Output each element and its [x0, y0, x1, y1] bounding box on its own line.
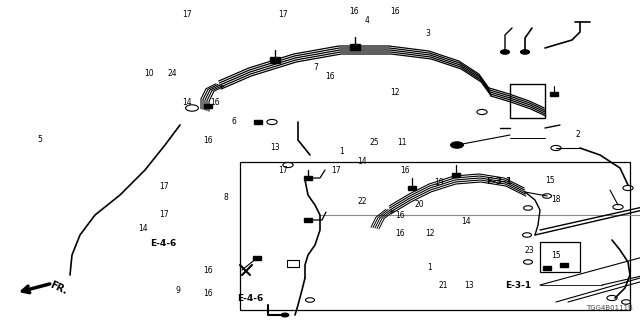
- Text: 25: 25: [369, 138, 379, 147]
- Text: 7: 7: [314, 63, 319, 72]
- Polygon shape: [204, 104, 212, 108]
- Text: 16: 16: [400, 166, 410, 175]
- Polygon shape: [559, 263, 568, 267]
- Polygon shape: [350, 44, 360, 50]
- Text: 16: 16: [390, 7, 400, 16]
- Text: 5: 5: [37, 135, 42, 144]
- Text: 12: 12: [390, 88, 400, 97]
- Text: 13: 13: [270, 143, 280, 152]
- Text: 3: 3: [426, 29, 431, 38]
- Text: 16: 16: [204, 289, 213, 298]
- Text: 16: 16: [210, 98, 220, 107]
- Polygon shape: [303, 218, 312, 222]
- Text: 8: 8: [224, 193, 228, 202]
- Text: 20: 20: [415, 200, 424, 209]
- Text: 15: 15: [545, 176, 555, 185]
- Text: 17: 17: [278, 10, 288, 19]
- Text: 12: 12: [426, 229, 435, 238]
- Bar: [287, 260, 298, 267]
- Text: 17: 17: [182, 10, 192, 19]
- Polygon shape: [543, 266, 552, 270]
- Text: 14: 14: [138, 224, 148, 233]
- Text: 24: 24: [168, 69, 177, 78]
- Text: 1: 1: [339, 148, 344, 156]
- Text: TGG4B0111B: TGG4B0111B: [586, 305, 632, 311]
- Text: 2: 2: [576, 130, 580, 139]
- Text: 13: 13: [464, 281, 474, 290]
- Polygon shape: [452, 173, 461, 177]
- Text: 17: 17: [159, 210, 168, 219]
- Text: 16: 16: [204, 136, 213, 145]
- Text: 17: 17: [278, 166, 288, 175]
- Text: 21: 21: [438, 281, 448, 290]
- Text: E-4-6: E-4-6: [150, 239, 176, 248]
- Bar: [540, 242, 580, 272]
- Text: 16: 16: [325, 72, 335, 81]
- Text: 23: 23: [525, 246, 534, 255]
- Text: 4: 4: [365, 16, 370, 25]
- Text: 1: 1: [428, 263, 432, 272]
- Text: 16: 16: [349, 7, 358, 16]
- Text: E-4-6: E-4-6: [237, 294, 263, 303]
- Polygon shape: [253, 120, 262, 124]
- Text: 16: 16: [396, 211, 405, 220]
- Polygon shape: [550, 92, 559, 96]
- Text: 16: 16: [396, 229, 405, 238]
- Polygon shape: [270, 58, 280, 63]
- Text: 19: 19: [434, 178, 444, 187]
- Bar: [240, 162, 630, 310]
- Text: 18: 18: [552, 195, 561, 204]
- Text: 17: 17: [332, 166, 341, 175]
- Circle shape: [281, 313, 289, 317]
- Circle shape: [520, 50, 529, 54]
- Polygon shape: [408, 186, 417, 190]
- Text: 14: 14: [357, 157, 367, 166]
- Text: E-3-1: E-3-1: [506, 281, 532, 290]
- Text: 14: 14: [461, 217, 470, 226]
- Text: 6: 6: [232, 117, 237, 126]
- Circle shape: [451, 142, 463, 148]
- Text: 10: 10: [144, 69, 154, 78]
- Circle shape: [500, 50, 509, 54]
- Text: 22: 22: [357, 197, 367, 206]
- Text: E-3-1: E-3-1: [486, 177, 513, 186]
- Text: 9: 9: [175, 286, 180, 295]
- Text: 14: 14: [182, 98, 192, 107]
- Bar: [510, 84, 545, 118]
- Polygon shape: [253, 256, 262, 260]
- Polygon shape: [303, 176, 312, 180]
- Text: 15: 15: [552, 251, 561, 260]
- Text: 16: 16: [204, 266, 213, 275]
- Text: 11: 11: [397, 138, 406, 147]
- Text: 17: 17: [159, 182, 168, 191]
- Text: FR.: FR.: [48, 280, 68, 296]
